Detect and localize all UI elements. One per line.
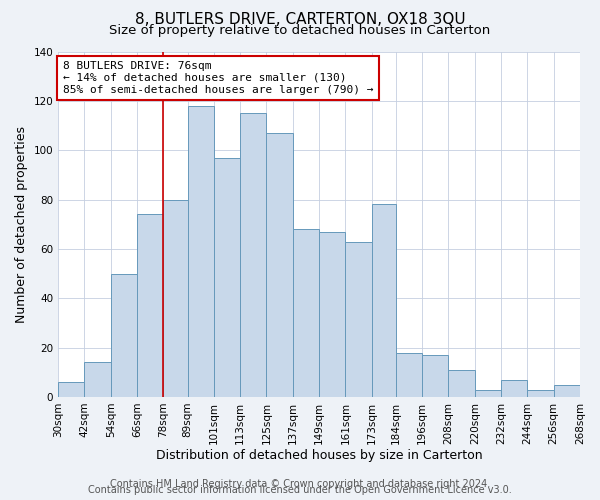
Bar xyxy=(137,214,163,397)
Bar xyxy=(266,133,293,397)
Bar xyxy=(85,362,111,397)
Bar xyxy=(527,390,554,397)
Bar xyxy=(346,242,372,397)
Text: Contains HM Land Registry data © Crown copyright and database right 2024.: Contains HM Land Registry data © Crown c… xyxy=(110,479,490,489)
Bar xyxy=(475,390,501,397)
Text: 8 BUTLERS DRIVE: 76sqm
← 14% of detached houses are smaller (130)
85% of semi-de: 8 BUTLERS DRIVE: 76sqm ← 14% of detached… xyxy=(62,62,373,94)
Bar xyxy=(501,380,527,397)
Text: Size of property relative to detached houses in Carterton: Size of property relative to detached ho… xyxy=(109,24,491,37)
Y-axis label: Number of detached properties: Number of detached properties xyxy=(15,126,28,322)
Bar xyxy=(163,200,188,397)
Bar xyxy=(240,113,266,397)
Bar xyxy=(111,274,137,397)
Bar xyxy=(396,352,422,397)
Bar xyxy=(448,370,475,397)
Bar xyxy=(554,384,580,397)
Bar xyxy=(214,158,240,397)
Text: Contains public sector information licensed under the Open Government Licence v3: Contains public sector information licen… xyxy=(88,485,512,495)
Text: 8, BUTLERS DRIVE, CARTERTON, OX18 3QU: 8, BUTLERS DRIVE, CARTERTON, OX18 3QU xyxy=(134,12,466,28)
X-axis label: Distribution of detached houses by size in Carterton: Distribution of detached houses by size … xyxy=(156,450,482,462)
Bar xyxy=(293,229,319,397)
Bar xyxy=(188,106,214,397)
Bar xyxy=(319,232,346,397)
Bar xyxy=(372,204,396,397)
Bar xyxy=(422,355,448,397)
Bar xyxy=(58,382,85,397)
